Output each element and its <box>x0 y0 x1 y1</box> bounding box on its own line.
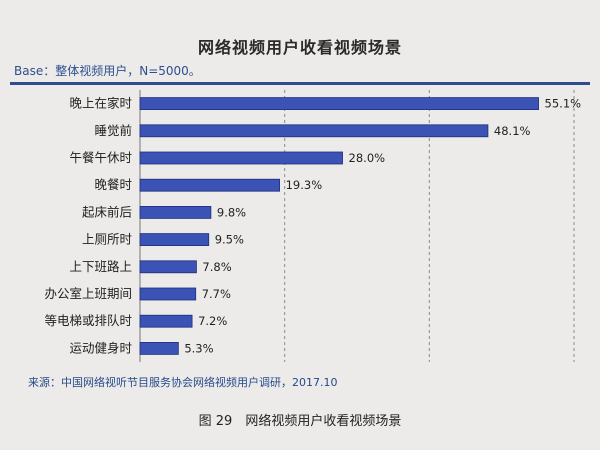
bar-0 <box>139 97 539 110</box>
category-label-2: 午餐午休时 <box>69 150 132 165</box>
category-label-3: 晚餐时 <box>94 177 132 192</box>
value-label-5: 9.5% <box>215 233 244 247</box>
value-label-9: 5.3% <box>184 341 213 355</box>
header-rule <box>10 82 590 85</box>
figure-caption: 图 29 网络视频用户收看视频场景 <box>198 414 402 429</box>
category-label-0: 晚上在家时 <box>69 96 132 111</box>
category-label-5: 上厕所时 <box>82 232 133 247</box>
category-label-8: 等电梯或排队时 <box>44 313 132 328</box>
value-label-4: 9.8% <box>217 205 246 219</box>
value-label-6: 7.8% <box>202 260 231 274</box>
category-labels: 晚上在家时睡觉前午餐午休时晚餐时起床前后上厕所时上下班路上办公室上班期间等电梯或… <box>44 96 132 356</box>
bar-8 <box>139 314 193 328</box>
category-label-1: 睡觉前 <box>94 123 132 138</box>
category-label-4: 起床前后 <box>82 204 132 219</box>
source-note: 来源：中国网络视听节目服务协会网络视频用户调研，2017.10 <box>28 376 338 389</box>
value-label-1: 48.1% <box>494 124 531 138</box>
value-label-2: 28.0% <box>349 151 386 165</box>
category-label-7: 办公室上班期间 <box>44 286 132 301</box>
value-label-0: 55.1% <box>545 97 582 111</box>
bar-4 <box>139 205 212 219</box>
value-label-8: 7.2% <box>198 314 227 328</box>
value-label-7: 7.7% <box>202 287 231 301</box>
chart-title: 网络视频用户收看视频场景 <box>197 38 402 57</box>
value-label-3: 19.3% <box>286 178 323 192</box>
bar-7 <box>139 287 197 301</box>
value-labels: 55.1% 48.1% 28.0% 19.3% 9.8% 9.5% 7.8% 7.7% 7.2%… <box>184 97 581 356</box>
bar-5 <box>139 233 210 247</box>
bar-2 <box>139 151 343 165</box>
category-label-6: 上下班路上 <box>69 259 132 274</box>
base-note: Base：整体视频用户，N=5000。 <box>14 64 201 78</box>
bar-3 <box>139 178 281 192</box>
bar-1 <box>139 124 489 138</box>
category-label-9: 运动健身时 <box>69 340 132 355</box>
bar-6 <box>139 260 197 274</box>
bar-9 <box>139 341 179 355</box>
chart-bars <box>139 97 539 355</box>
